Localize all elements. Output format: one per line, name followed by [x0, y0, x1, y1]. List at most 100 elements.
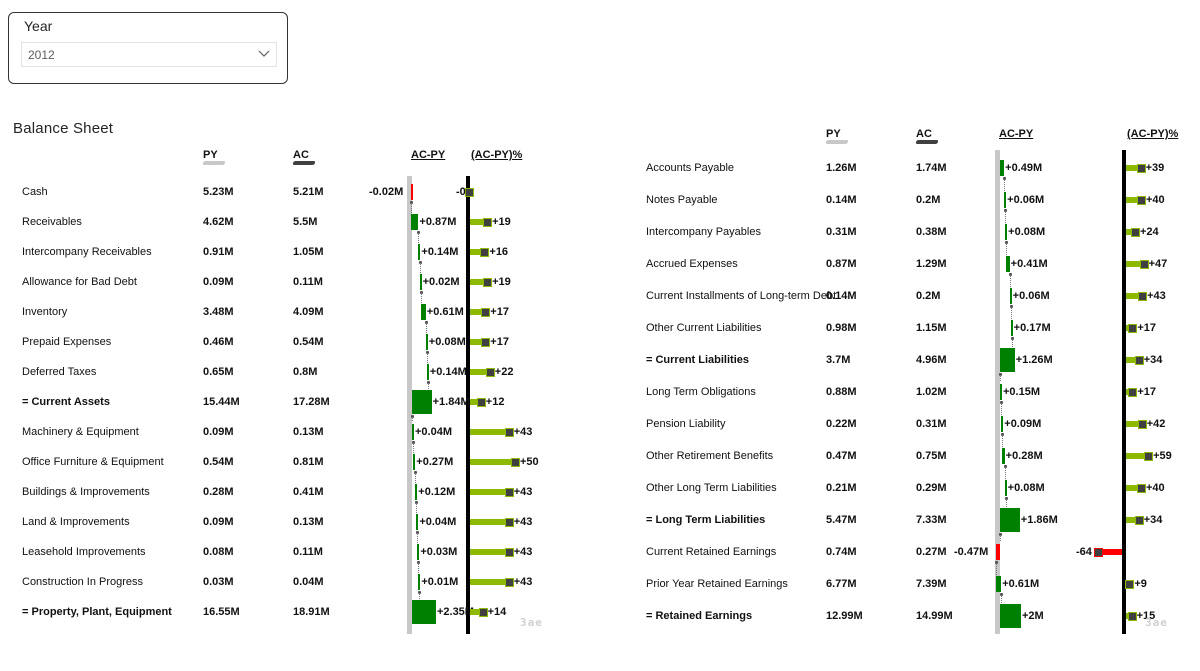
variance-connector-line: [427, 383, 429, 395]
percent-label: +19: [492, 276, 511, 288]
py-value: 0.03M: [203, 576, 234, 588]
percent-label: +43: [1147, 290, 1166, 302]
percent-lollipop-head: [478, 607, 488, 617]
variance-label: +0.61M: [426, 306, 464, 318]
variance-label: +0.04M: [415, 426, 452, 438]
variance-connector: [424, 321, 428, 324]
header-ac-marker: [915, 140, 939, 144]
ac-value: 0.31M: [916, 418, 947, 430]
percent-lollipop-line: [470, 249, 485, 255]
header-var: AC-PY: [411, 149, 446, 161]
year-dropdown[interactable]: 2012: [21, 42, 277, 67]
percent-lollipop-head: [483, 217, 493, 227]
percent-lollipop-head: [481, 307, 491, 317]
variance-bar: [425, 334, 428, 350]
py-value: 4.62M: [203, 216, 234, 228]
percent-label: +22: [494, 366, 514, 378]
variance-label: +0.12M: [418, 486, 456, 498]
ac-value: 14.99M: [916, 610, 953, 622]
variance-label: +0.08M: [1007, 482, 1045, 494]
percent-lollipop-line: [1126, 229, 1135, 235]
variance-connector-line: [1006, 243, 1008, 257]
ac-value: 0.2M: [916, 290, 941, 302]
row-label: Pension Liability: [646, 418, 726, 430]
py-value: 0.08M: [203, 546, 234, 558]
percent-lollipop-head: [485, 367, 495, 377]
row-label: Intercompany Receivables: [22, 246, 152, 258]
row-label: Office Furniture & Equipment: [22, 456, 164, 468]
row-label: Prior Year Retained Earnings: [646, 578, 788, 590]
variance-label: -0.02M: [369, 186, 404, 198]
row-label: Other Current Liabilities: [646, 322, 762, 334]
variance-connector-line: [425, 323, 427, 335]
variance-connector: [411, 415, 414, 418]
py-value: 16.55M: [203, 606, 240, 618]
py-value: 6.77M: [826, 578, 857, 590]
variance-bar: [996, 544, 1000, 560]
percent-lollipop-line: [1126, 485, 1141, 491]
variance-bar: [1000, 604, 1021, 628]
variance-label: +0.01M: [421, 576, 459, 588]
variance-label: +0.06M: [1007, 194, 1045, 206]
percent-lollipop-head: [504, 427, 514, 437]
variance-connector-line: [418, 233, 420, 245]
header-var: AC-PY: [999, 128, 1034, 140]
py-value: 5.47M: [826, 514, 857, 526]
variance-connector-line: [413, 443, 414, 455]
row-label: Accounts Payable: [646, 162, 735, 174]
variance-connector: [1001, 433, 1005, 436]
ac-value: 17.28M: [293, 396, 330, 408]
variance-connector-line: [1010, 307, 1012, 321]
ac-value: 1.15M: [916, 322, 947, 334]
percent-lollipop-line: [1126, 357, 1139, 363]
header-pct: (AC-PY)%: [1127, 128, 1179, 140]
percent-lollipop-head: [1134, 515, 1144, 525]
variance-label: +0.27M: [416, 456, 454, 468]
row-label: Inventory: [22, 306, 68, 318]
ac-value: 0.41M: [293, 486, 324, 498]
py-value: 0.09M: [203, 426, 234, 438]
variance-connector: [410, 201, 413, 204]
ac-value: 0.38M: [916, 226, 947, 238]
variance-connector-line: [996, 563, 997, 577]
variance-bar: [1010, 320, 1013, 336]
variance-bar: [1001, 416, 1004, 432]
variance-connector-line: [426, 353, 428, 365]
percent-lollipop-head: [1134, 355, 1144, 365]
percent-label: +34: [1143, 514, 1163, 526]
ac-value: 1.74M: [916, 162, 947, 174]
variance-label: +0.14M: [429, 366, 467, 378]
percent-label: +40: [1146, 194, 1165, 206]
chevron-down-icon[interactable]: [258, 49, 270, 59]
variance-bar: [420, 304, 426, 320]
py-value: 12.99M: [826, 610, 863, 622]
variance-connector-line: [419, 263, 421, 275]
variance-axis: [407, 176, 412, 634]
variance-connector-line: [1000, 375, 1001, 381]
percent-lollipop-head: [1137, 483, 1146, 493]
percent-label: +43: [513, 486, 533, 498]
py-value: 0.88M: [826, 386, 857, 398]
row-label: = Retained Earnings: [646, 610, 753, 622]
percent-lollipop-head: [1128, 387, 1138, 397]
variance-connector: [417, 561, 421, 564]
variance-connector: [999, 373, 1002, 376]
variance-connector-line: [1005, 499, 1007, 513]
year-slicer: Year 2012: [8, 12, 288, 84]
variance-connector-line: [416, 503, 418, 515]
variance-label: +0.41M: [1010, 258, 1048, 270]
percent-label: +16: [489, 246, 509, 258]
percent-lollipop-line: [1126, 293, 1143, 299]
variance-bar: [1005, 224, 1008, 240]
py-value: 3.48M: [203, 306, 234, 318]
variance-connector: [416, 531, 420, 534]
variance-connector: [418, 261, 422, 264]
percent-label: +24: [1140, 226, 1159, 238]
header-py-marker: [825, 140, 849, 144]
report-title: Balance Sheet: [13, 120, 114, 137]
percent-lollipop-head: [1138, 291, 1148, 301]
ac-value: 5.5M: [293, 216, 318, 228]
variance-connector: [1000, 401, 1004, 404]
variance-connector: [1011, 337, 1015, 340]
